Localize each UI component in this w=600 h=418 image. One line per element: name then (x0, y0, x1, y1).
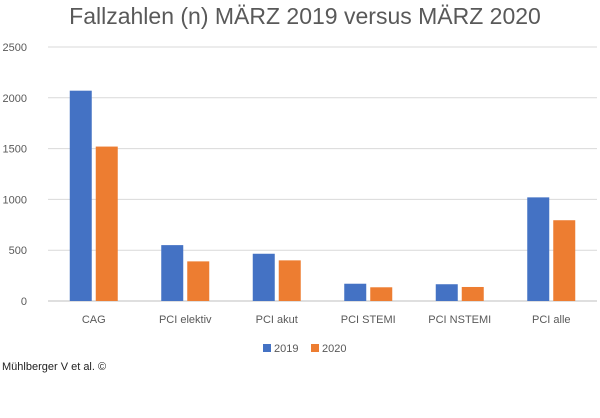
legend-swatch-2020 (311, 344, 319, 352)
gridlines (48, 46, 597, 302)
bar-2020-1 (187, 261, 210, 301)
y-tick-label: 500 (9, 245, 27, 257)
x-axis: CAG PCI elektiv PCI akut PCI STEMI PCI NSTEM… (82, 314, 571, 326)
y-tick-label: 1000 (3, 194, 27, 206)
bar-2020-4 (461, 286, 484, 301)
y-tick-label: 2000 (3, 93, 27, 105)
bar-2019-3 (344, 283, 367, 301)
bar-2019-5 (527, 197, 550, 301)
legend-label-2020: 2020 (322, 343, 346, 355)
bar-2020-3 (370, 287, 393, 301)
x-tick-label: PCI alle (532, 314, 571, 326)
legend-swatch-2019 (263, 344, 271, 352)
y-tick-label: 2500 (3, 42, 27, 54)
x-tick-label: PCI NSTEMI (428, 314, 491, 326)
bar-2019-0 (69, 90, 92, 301)
bar-2020-5 (553, 220, 576, 301)
chart-title: Fallzahlen (n) MÄRZ 2019 versus MÄRZ 202… (69, 3, 541, 29)
bar-2020-2 (278, 260, 301, 301)
credit-text: Mühlberger V et al. © (2, 361, 107, 373)
y-tick-label: 1500 (3, 144, 27, 156)
bars (69, 90, 576, 301)
x-tick-label: CAG (82, 314, 106, 326)
y-tick-label: 0 (21, 296, 27, 308)
bar-2020-0 (95, 146, 118, 301)
legend: 2019 2020 (263, 343, 346, 355)
x-tick-label: PCI elektiv (159, 314, 212, 326)
legend-label-2019: 2019 (274, 343, 298, 355)
bar-2019-4 (435, 284, 458, 301)
y-axis: 0 500 1000 1500 2000 2500 (3, 42, 27, 308)
x-tick-label: PCI STEMI (341, 314, 396, 326)
x-tick-label: PCI akut (256, 314, 298, 326)
bar-2019-2 (252, 253, 275, 301)
bar-2019-1 (161, 245, 184, 301)
